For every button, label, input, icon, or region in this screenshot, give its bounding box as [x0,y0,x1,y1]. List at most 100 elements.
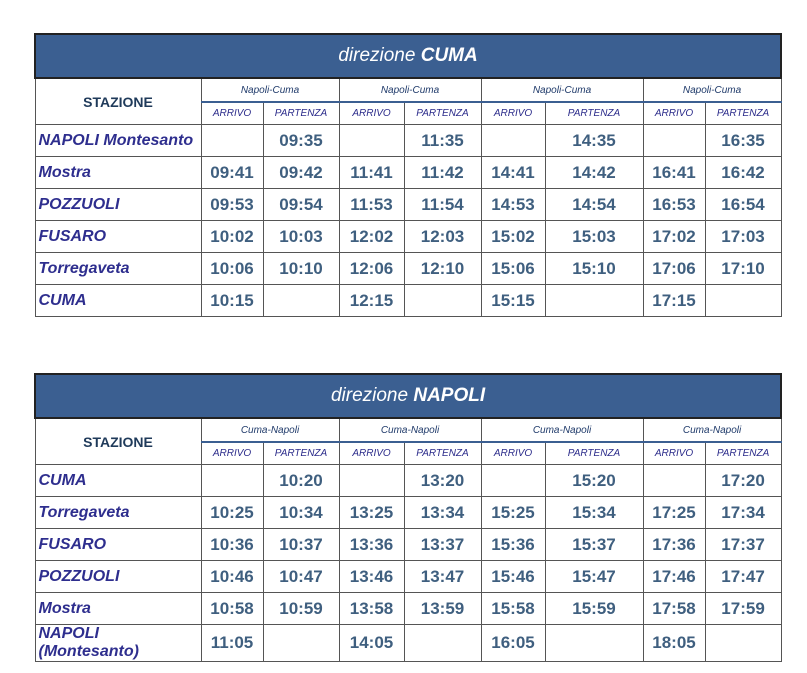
table-row: NAPOLI Montesanto 09:35 11:35 14:35 16:35 [34,124,782,157]
arrival-header: ARRIVO [642,101,706,125]
route-header: Napoli-Cuma [200,77,340,103]
arrival-header: ARRIVO [480,101,546,125]
departure-time: 10:03 [262,220,340,253]
arrival-time: 11:05 [200,624,264,662]
departure-header: PARTENZA [704,101,782,125]
departure-header: PARTENZA [544,101,644,125]
departure-time: 11:35 [403,124,482,157]
route-header: Cuma-Napoli [338,417,482,443]
departure-time [544,284,644,317]
departure-time: 17:59 [704,592,782,625]
table-row: Torregaveta 10:25 10:34 13:25 13:34 15:25 15:3… [34,496,782,529]
timetable-napoli: direzione NAPOLI STAZIONE Cuma-Napoli Cuma-… [33,373,783,662]
arrival-time: 14:41 [480,156,546,189]
departure-time: 15:59 [544,592,644,625]
station-name: Torregaveta [34,496,202,529]
arrival-time [642,464,706,497]
departure-time: 10:10 [262,252,340,285]
arrival-time: 16:53 [642,188,706,221]
departure-header: PARTENZA [544,441,644,465]
arrival-time [338,464,405,497]
departure-time [403,624,482,662]
route-header: Cuma-Napoli [200,417,340,443]
arrival-time: 16:05 [480,624,546,662]
station-name: Mostra [34,592,202,625]
arrival-time: 17:58 [642,592,706,625]
table-row: Torregaveta 10:06 10:10 12:06 12:10 15:06 15:1… [34,252,782,285]
route-header: Napoli-Cuma [642,77,782,103]
arrival-time: 15:36 [480,528,546,561]
table-title: direzione NAPOLI [33,373,783,419]
arrival-time: 12:15 [338,284,405,317]
arrival-time: 17:06 [642,252,706,285]
departure-time: 15:03 [544,220,644,253]
departure-time: 17:34 [704,496,782,529]
arrival-time: 18:05 [642,624,706,662]
departure-header: PARTENZA [262,101,340,125]
station-name: FUSARO [34,528,202,561]
table-title: direzione CUMA [33,33,783,79]
arrival-time: 12:06 [338,252,405,285]
arrival-time [480,124,546,157]
departure-time: 10:37 [262,528,340,561]
arrival-time: 09:41 [200,156,264,189]
arrival-time: 17:36 [642,528,706,561]
table-row: CUMA 10:15 12:15 15:15 17:15 [34,284,782,317]
table-row: CUMA 10:20 13:20 15:20 17:20 [34,464,782,497]
departure-time: 11:54 [403,188,482,221]
arrival-header: ARRIVO [200,101,264,125]
departure-time: 14:42 [544,156,644,189]
departure-time: 15:10 [544,252,644,285]
arrival-time [200,464,264,497]
departure-time [544,624,644,662]
arrival-time: 15:25 [480,496,546,529]
arrival-header: ARRIVO [338,441,405,465]
arrival-time: 13:58 [338,592,405,625]
departure-time: 17:03 [704,220,782,253]
station-name: Torregaveta [34,252,202,285]
arrival-time [200,124,264,157]
arrival-time: 17:25 [642,496,706,529]
arrival-header: ARRIVO [480,441,546,465]
departure-time: 15:37 [544,528,644,561]
arrival-time: 15:06 [480,252,546,285]
departure-time: 17:37 [704,528,782,561]
departure-time: 16:42 [704,156,782,189]
table-row: POZZUOLI 10:46 10:47 13:46 13:47 15:46 15:47 17… [34,560,782,593]
station-name: Mostra [34,156,202,189]
route-header: Napoli-Cuma [480,77,644,103]
arrival-time [338,124,405,157]
arrival-time: 11:53 [338,188,405,221]
departure-time: 13:59 [403,592,482,625]
departure-time: 13:47 [403,560,482,593]
departure-time: 09:35 [262,124,340,157]
departure-time [704,624,782,662]
arrival-time: 10:36 [200,528,264,561]
table-row: FUSARO 10:36 10:37 13:36 13:37 15:36 15:37 17:3… [34,528,782,561]
table-row: FUSARO 10:02 10:03 12:02 12:03 15:02 15:03 17:0… [34,220,782,253]
departure-header: PARTENZA [704,441,782,465]
route-header: Napoli-Cuma [338,77,482,103]
arrival-time: 17:02 [642,220,706,253]
departure-time: 15:34 [544,496,644,529]
arrival-time: 10:15 [200,284,264,317]
departure-time: 16:54 [704,188,782,221]
arrival-time: 10:46 [200,560,264,593]
station-header: STAZIONE [34,77,202,125]
departure-time: 12:10 [403,252,482,285]
arrival-time: 15:02 [480,220,546,253]
station-name: NAPOLI Montesanto [34,124,202,157]
station-name: NAPOLI (Montesanto) [34,624,202,662]
station-name: CUMA [34,284,202,317]
arrival-header: ARRIVO [642,441,706,465]
departure-time: 09:54 [262,188,340,221]
table-row: Mostra 09:41 09:42 11:41 11:42 14:41 14:42 16:4… [34,156,782,189]
timetable-cuma: direzione CUMA STAZIONE Napoli-Cuma Napoli-… [33,33,783,317]
departure-time: 11:42 [403,156,482,189]
departure-time: 10:59 [262,592,340,625]
arrival-time: 09:53 [200,188,264,221]
station-name: POZZUOLI [34,188,202,221]
arrival-time: 16:41 [642,156,706,189]
departure-time [262,284,340,317]
departure-time: 15:47 [544,560,644,593]
